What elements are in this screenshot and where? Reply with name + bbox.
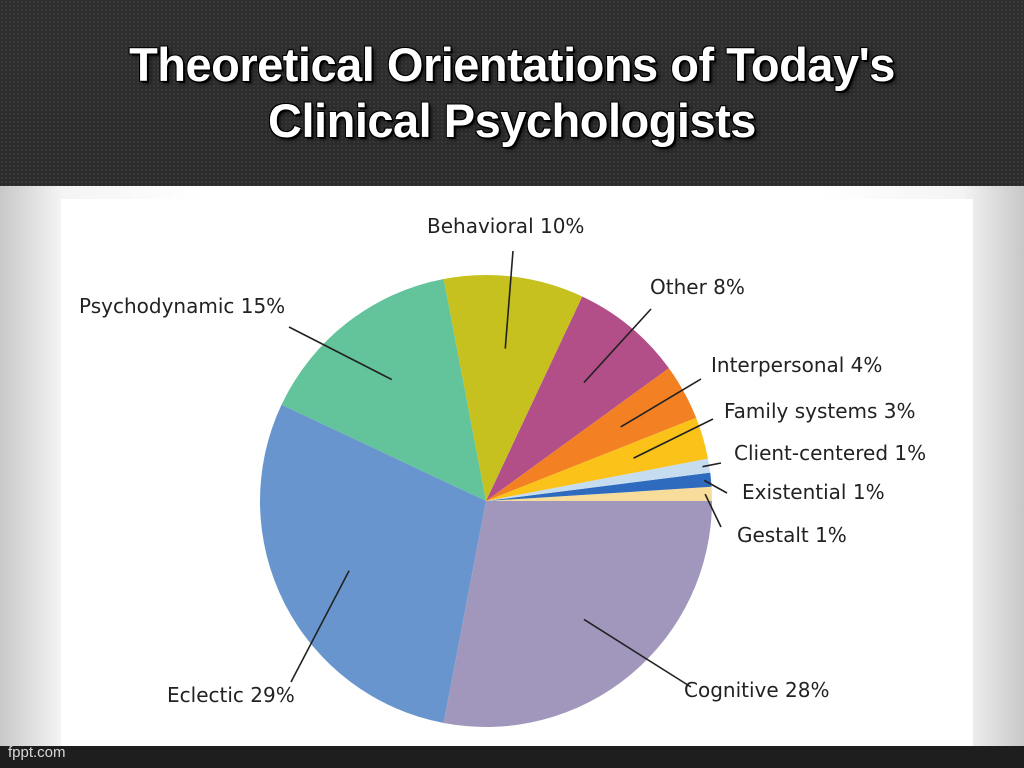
- leader-line-other: [583, 308, 652, 384]
- pie-slice-psychodynamic: [281, 279, 486, 501]
- slice-labels: Gestalt 1% Existential 1% Client-centered …: [79, 214, 926, 707]
- slide-title-line-2: Clinical Psychologists: [268, 94, 756, 147]
- slice-label-psychodynamic: Psychodynamic 15%: [79, 294, 285, 318]
- leader-line-gestalt: [704, 493, 722, 528]
- slice-label-existential: Existential 1%: [742, 480, 885, 504]
- leader-line-interpersonal: [620, 378, 702, 428]
- slice-label-family-systems: Family systems 3%: [724, 399, 916, 423]
- leader-line-family-systems: [633, 418, 714, 459]
- footer-bar: [0, 746, 1024, 768]
- slice-label-behavioral: Behavioral 10%: [427, 214, 584, 238]
- pie-slice-family-systems: [486, 417, 708, 501]
- leader-lines: [288, 250, 728, 688]
- pie-slices: [259, 275, 712, 727]
- pie-slice-gestalt: [486, 486, 712, 501]
- slice-label-eclectic: Eclectic 29%: [167, 683, 295, 707]
- footer-brand: fppt.com: [8, 744, 66, 761]
- title-area: Theoretical Orientations of Today's Clin…: [0, 0, 1024, 186]
- leader-line-eclectic: [290, 570, 350, 683]
- leader-line-psychodynamic: [288, 326, 393, 381]
- slice-label-other: Other 8%: [650, 275, 745, 299]
- slice-label-interpersonal: Interpersonal 4%: [711, 353, 882, 377]
- pie-chart: Gestalt 1% Existential 1% Client-centered …: [79, 214, 926, 727]
- slice-label-client-centered: Client-centered 1%: [734, 441, 926, 465]
- leader-line-client-centered: [702, 462, 722, 468]
- pie-slice-behavioral: [443, 275, 583, 501]
- pie-slice-interpersonal: [486, 368, 697, 501]
- slide-title: Theoretical Orientations of Today's Clin…: [129, 37, 895, 149]
- leader-line-behavioral: [504, 250, 514, 349]
- chart-panel: Gestalt 1% Existential 1% Client-centered …: [61, 199, 973, 746]
- slice-label-cognitive: Cognitive 28%: [684, 678, 829, 702]
- leader-line-existential: [703, 479, 728, 494]
- slide-title-line-1: Theoretical Orientations of Today's: [129, 38, 895, 91]
- slice-label-gestalt: Gestalt 1%: [737, 523, 847, 547]
- pie-slice-existential: [486, 472, 712, 501]
- leader-line-cognitive: [583, 618, 692, 688]
- pie-slice-cognitive: [443, 501, 712, 727]
- pie-slice-client-centered: [486, 458, 711, 501]
- pie-slice-other: [486, 296, 669, 501]
- pie-slice-eclectic: [259, 404, 486, 723]
